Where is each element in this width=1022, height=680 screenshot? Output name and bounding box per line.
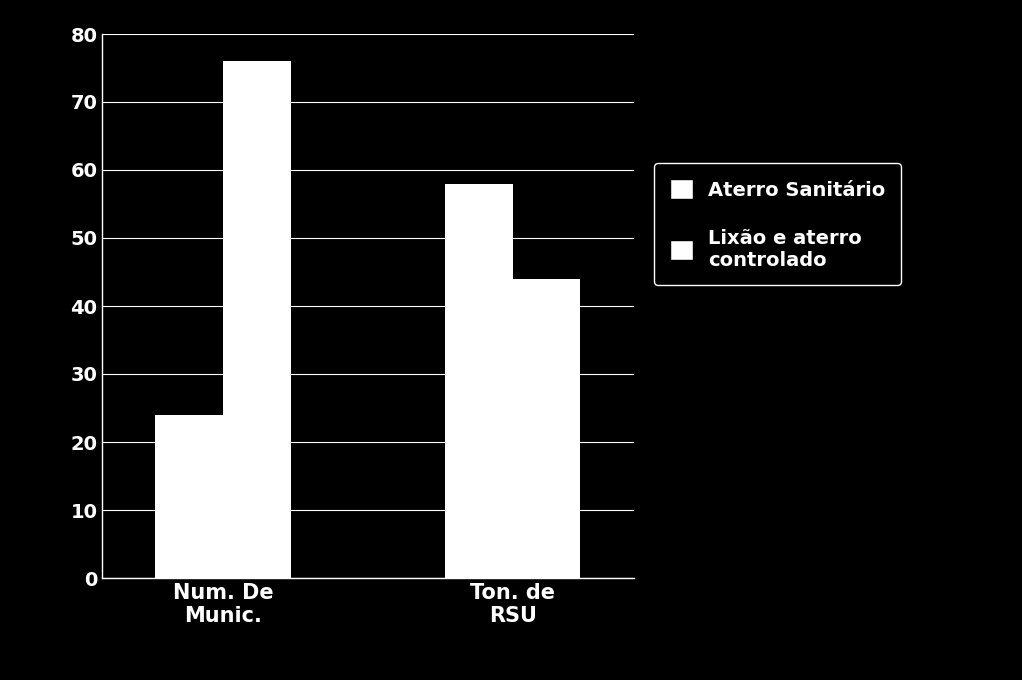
Legend: Aterro Sanitário, Lixão e aterro
controlado: Aterro Sanitário, Lixão e aterro control… xyxy=(654,163,901,286)
Bar xyxy=(513,279,580,578)
Bar xyxy=(223,61,290,578)
Bar xyxy=(446,184,513,578)
Bar xyxy=(155,415,223,578)
